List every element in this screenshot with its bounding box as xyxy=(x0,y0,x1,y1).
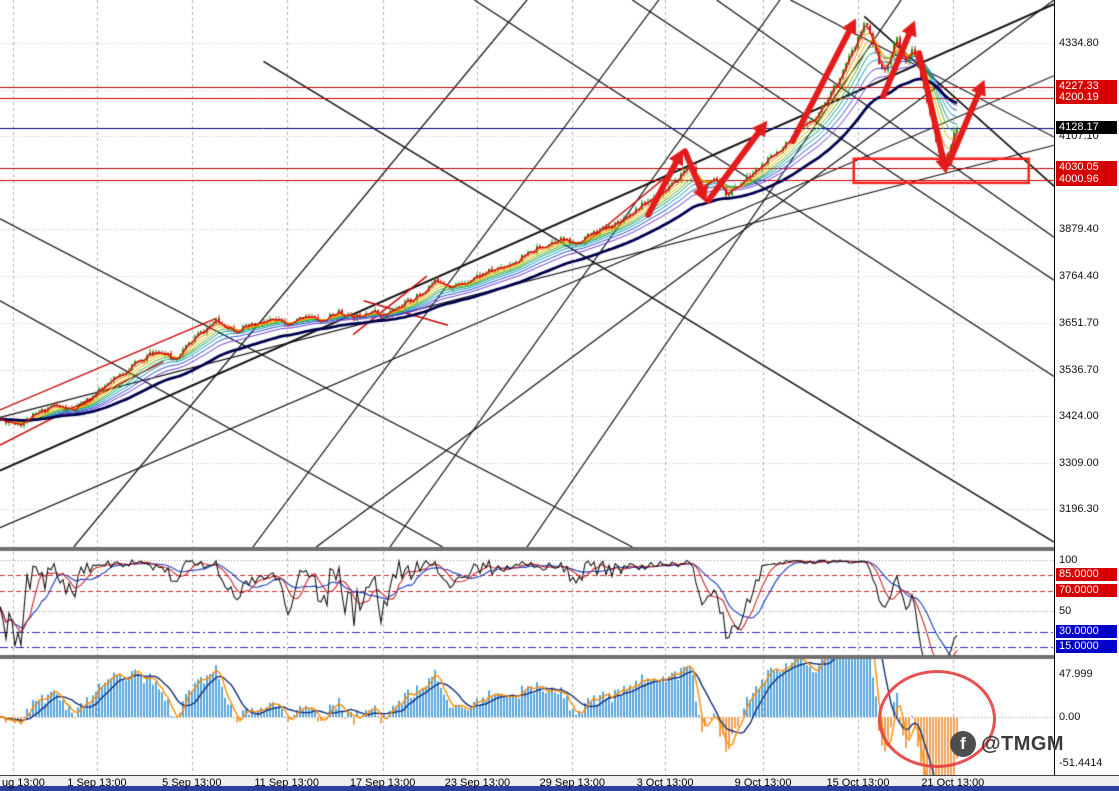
time-tick-label: 1 Sep 13:00 xyxy=(67,777,127,789)
price-tick-label: 3879.40 xyxy=(1059,223,1099,236)
oscillator-tick-label: -51.4414 xyxy=(1059,757,1103,770)
indicator-level-badge: 70.0000 xyxy=(1056,583,1117,597)
time-tick-label: 23 Sep 13:00 xyxy=(444,777,511,789)
time-tick-label: 17 Sep 13:00 xyxy=(349,777,416,789)
resistance-level-badge: 4227.33 xyxy=(1056,80,1117,93)
resistance-level-badge: 4200.19 xyxy=(1056,91,1117,105)
indicator-level-badge: 85.0000 xyxy=(1056,568,1117,582)
price-tick-label: 3424.00 xyxy=(1059,409,1099,422)
watermark-logo-icon: f xyxy=(950,731,976,757)
time-axis[interactable]: ug 13:00 1 Sep 13:00 5 Sep 13:00 11 Sep 13:… xyxy=(0,775,1119,791)
time-tick-label: 21 Oct 13:00 xyxy=(921,777,985,789)
price-tick-label: 3536.70 xyxy=(1059,363,1099,376)
time-tick-label: 15 Oct 13:00 xyxy=(826,777,890,789)
current-price-badge: 4128.17 xyxy=(1056,120,1117,134)
time-tick-label: 11 Sep 13:00 xyxy=(254,777,320,789)
price-axis[interactable]: 4334.80 4107.10 3879.40 3764.40 3651.70 3536.… xyxy=(1054,0,1119,775)
window-bottom-strip xyxy=(0,786,1119,791)
time-tick-label: 5 Sep 13:00 xyxy=(162,777,222,789)
support-level-badge: 4000.96 xyxy=(1056,172,1117,186)
chart-canvas[interactable] xyxy=(0,0,1054,775)
price-tick-label: 4334.80 xyxy=(1059,37,1099,50)
time-tick-label: 29 Sep 13:00 xyxy=(539,777,606,789)
time-tick-label: 3 Oct 13:00 xyxy=(636,777,694,789)
oscillator-tick-label: 47.999 xyxy=(1059,667,1093,680)
indicator-level-badge: 15.0000 xyxy=(1056,639,1117,653)
time-tick-label: 9 Oct 13:00 xyxy=(734,777,792,789)
support-level-badge: 4030.05 xyxy=(1056,160,1117,174)
price-tick-label: 3196.30 xyxy=(1059,502,1099,515)
watermark: f @TMGM xyxy=(950,731,1064,757)
price-tick-label: 3309.00 xyxy=(1059,456,1099,469)
time-tick-label: ug 13:00 xyxy=(2,777,45,789)
price-tick-label: 3651.70 xyxy=(1059,316,1099,329)
indicator-tick-label: 50 xyxy=(1059,605,1072,618)
highlight-circle-annotation xyxy=(878,670,996,768)
price-tick-label: 3764.40 xyxy=(1059,270,1099,283)
indicator-level-badge: 30.0000 xyxy=(1056,624,1117,638)
indicator-tick-label: 100 xyxy=(1059,554,1078,566)
oscillator-tick-label: 0.00 xyxy=(1059,711,1081,723)
watermark-text: @TMGM xyxy=(981,732,1065,755)
